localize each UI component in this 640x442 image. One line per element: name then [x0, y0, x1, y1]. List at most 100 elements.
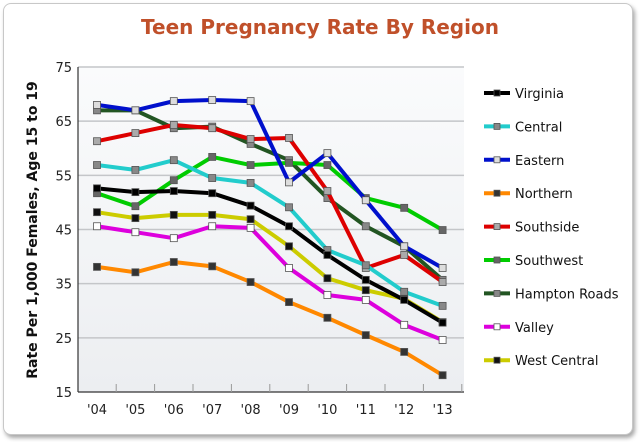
legend-item: Hampton Roads — [484, 287, 619, 302]
y-tick-label: 35 — [55, 278, 72, 293]
data-point — [208, 124, 217, 133]
legend-label: Eastern — [515, 154, 564, 169]
data-point — [208, 210, 217, 219]
data-point — [361, 222, 370, 231]
x-tick-label: '09 — [279, 403, 299, 418]
data-point — [285, 203, 293, 212]
data-point — [93, 222, 101, 231]
series-line — [96, 98, 444, 270]
y-tick-label: 45 — [55, 224, 72, 239]
legend-label: Hampton Roads — [515, 287, 619, 302]
chart-title: Teen Pregnancy Rate By Region — [141, 15, 499, 39]
data-point — [285, 264, 293, 272]
data-point — [400, 242, 409, 251]
data-point — [169, 176, 178, 185]
data-point — [323, 291, 332, 299]
series-valley — [93, 222, 447, 344]
data-point — [131, 214, 140, 223]
data-point — [246, 223, 255, 232]
legend-item: Eastern — [484, 154, 564, 169]
data-point — [438, 318, 447, 327]
data-point — [246, 135, 255, 143]
legend-marker — [493, 189, 501, 197]
legend-item: Southside — [484, 221, 579, 236]
legend-marker — [493, 223, 501, 231]
data-point — [400, 296, 409, 304]
data-point — [246, 201, 255, 210]
data-point — [131, 129, 140, 137]
data-point — [323, 313, 332, 322]
legend-item: Northern — [484, 187, 573, 202]
data-point — [361, 331, 370, 340]
data-point — [208, 189, 217, 198]
data-point — [131, 202, 140, 211]
data-point — [169, 156, 178, 165]
y-tick-label: 55 — [55, 169, 72, 184]
legend-item: West Central — [484, 354, 598, 369]
y-tick-label: 25 — [55, 332, 72, 347]
data-point — [93, 184, 101, 193]
x-tick-label: '06 — [164, 403, 184, 418]
data-point — [169, 187, 178, 195]
data-point — [438, 226, 447, 234]
data-point — [285, 242, 293, 251]
legend-label: Central — [515, 120, 562, 135]
data-point — [361, 296, 370, 304]
legend-label: Southside — [515, 221, 579, 236]
data-point — [361, 261, 370, 270]
data-point — [169, 210, 178, 219]
data-point — [169, 234, 178, 243]
data-point — [93, 137, 101, 146]
data-point — [323, 274, 332, 283]
data-point — [93, 208, 101, 217]
legend-marker — [493, 156, 501, 164]
data-point — [246, 179, 255, 187]
data-point — [285, 298, 293, 306]
legend-marker — [493, 323, 501, 331]
data-point — [169, 258, 178, 266]
y-tick-label: 15 — [55, 386, 72, 401]
legend-item: Central — [484, 120, 562, 135]
data-point — [246, 161, 255, 169]
data-point — [361, 275, 370, 284]
data-point — [400, 287, 409, 296]
legend-label: Northern — [515, 187, 573, 202]
data-point — [438, 371, 447, 380]
data-point — [285, 178, 293, 187]
x-tick-label: '05 — [125, 403, 145, 418]
data-point — [93, 101, 101, 109]
data-point — [169, 97, 178, 106]
data-point — [208, 174, 217, 182]
data-point — [246, 215, 255, 224]
data-point — [285, 134, 293, 142]
legend-item: Valley — [484, 321, 554, 336]
series-line — [96, 158, 444, 308]
series-line — [96, 186, 444, 325]
y-tick-label: 75 — [55, 61, 72, 76]
series-eastern — [93, 96, 447, 272]
data-point — [323, 251, 332, 259]
data-point — [131, 188, 140, 197]
series-line — [96, 260, 444, 377]
y-tick-label: 65 — [55, 115, 72, 130]
series-west-central — [93, 208, 447, 327]
legend-marker — [493, 123, 501, 130]
data-point — [323, 187, 332, 195]
x-tick-label: '12 — [394, 403, 414, 418]
data-point — [438, 301, 447, 310]
data-point — [400, 320, 409, 329]
series-virginia — [93, 184, 447, 327]
data-point — [169, 121, 178, 129]
data-point — [246, 278, 255, 286]
legend-marker — [493, 289, 501, 297]
legend-label: Virginia — [515, 87, 564, 102]
data-point — [93, 262, 101, 271]
data-point — [131, 228, 140, 237]
data-point — [400, 348, 409, 356]
legend-item: Southwest — [484, 254, 583, 269]
data-point — [131, 166, 140, 174]
x-tick-label: '08 — [241, 403, 261, 418]
data-point — [438, 336, 447, 344]
data-point — [246, 97, 255, 106]
